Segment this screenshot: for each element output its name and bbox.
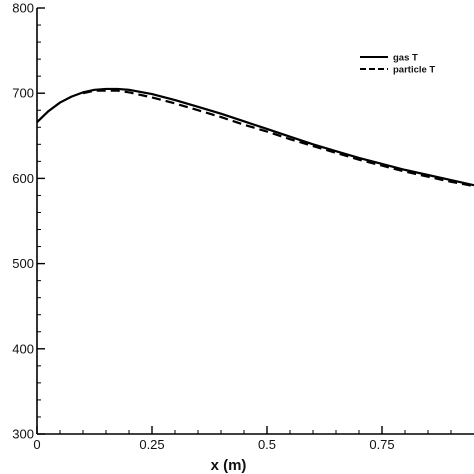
y-tick-label: 300 <box>12 427 34 442</box>
legend: gas T particle T <box>360 53 435 76</box>
y-tick-label: 700 <box>12 86 34 101</box>
ticks: 300 400 500 600 700 800 0 0.25 0.5 0.75 <box>12 1 452 452</box>
legend-label-particle-t: particle T <box>393 65 435 76</box>
series-line-gas-t <box>36 87 474 187</box>
x-tick-label: 0 <box>33 437 40 452</box>
y-tick-label: 500 <box>12 256 34 271</box>
x-tick-label: 0.25 <box>139 437 164 452</box>
y-tick-label: 400 <box>12 341 34 356</box>
x-axis-title: x (m) <box>211 457 247 474</box>
series-line-particle-t <box>82 89 474 188</box>
y-tick-label: 600 <box>12 171 34 186</box>
legend-label-gas-t: gas T <box>393 53 418 64</box>
y-tick-label: 800 <box>12 1 34 16</box>
axes <box>36 8 474 435</box>
series-layer <box>36 87 474 188</box>
x-tick-label: 0.5 <box>258 437 276 452</box>
x-tick-label: 0.75 <box>369 437 394 452</box>
